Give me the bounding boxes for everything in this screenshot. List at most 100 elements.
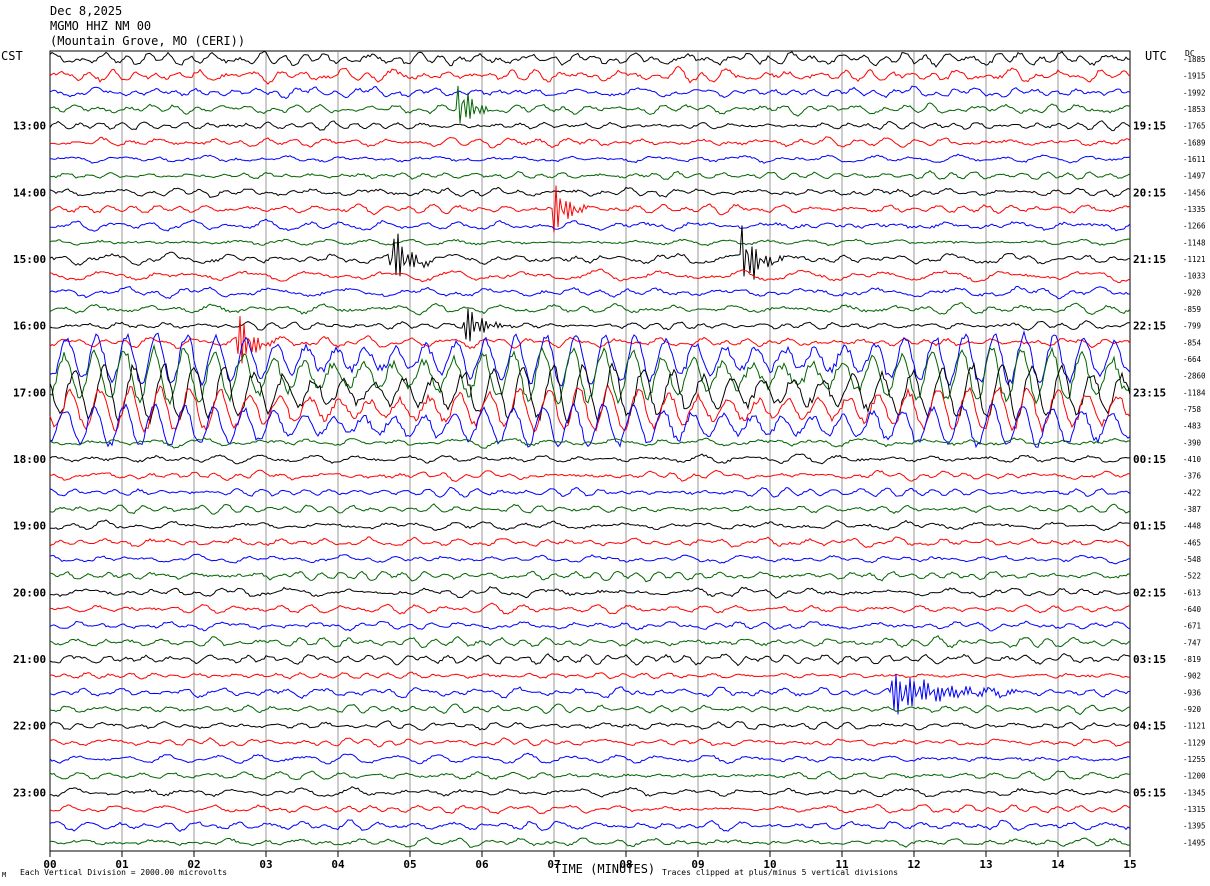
dc-offset-label: -1992 [1183,88,1206,97]
dc-offset-label: -387 [1183,505,1201,514]
dc-offset-label: -1148 [1183,238,1206,247]
left-hour-label: 16:00 [13,320,46,333]
trace-line [49,85,1131,124]
trace-line [49,720,1131,731]
dc-offset-label: -390 [1183,438,1202,447]
trace-line [49,453,1131,465]
trace-line [49,674,1131,715]
dc-offset-label: -548 [1183,555,1202,564]
dc-offset-label: -2860 [1183,372,1206,381]
clip-note: Traces clipped at plus/minus 5 vertical … [662,868,899,877]
x-axis-title: TIME (MINUTES) [554,862,656,876]
x-tick-label: 13 [979,858,992,871]
right-timezone-label: UTC [1145,49,1167,63]
left-hour-label: 23:00 [13,786,46,799]
dc-offset-label: -747 [1183,638,1201,647]
trace-line [49,170,1131,180]
trace-line [49,185,1131,233]
dc-offset-label: -936 [1183,688,1202,697]
trace-line [49,302,1131,316]
trace-line [49,770,1131,781]
left-hour-label: 18:00 [13,453,46,466]
trace-line [49,402,1131,449]
dc-offset-label: -1129 [1183,738,1206,747]
trace-line [49,384,1131,434]
trace-line [49,329,1131,387]
x-tick-label: 07 [547,858,560,871]
dc-offset-label: -640 [1183,605,1202,614]
dc-offset-label: -1497 [1183,172,1206,181]
x-tick-label: 11 [835,858,849,871]
right-hour-label: 03:15 [1133,653,1166,666]
dc-offset-label: -1033 [1183,272,1206,281]
dc-offset-label: -758 [1183,405,1202,414]
trace-line [49,362,1131,425]
trace-line [49,536,1131,548]
left-hour-label: 22:00 [13,720,46,733]
trace-line [49,804,1131,815]
dc-offset-label: -1456 [1183,188,1206,197]
x-tick-label: 01 [115,858,129,871]
dc-offset-label: -410 [1183,455,1202,464]
trace-line [49,486,1131,498]
right-hour-label: 19:15 [1133,120,1166,133]
trace-line [49,671,1131,680]
trace-line [49,653,1131,667]
trace-line [49,819,1131,833]
dc-offset-label: -1121 [1183,722,1206,731]
dc-offset-label: -1315 [1183,805,1206,814]
chart-station: MGMO HHZ NM 00 [50,19,152,33]
x-tick-label: 08 [619,858,632,871]
dc-offset-label: -859 [1183,305,1201,314]
right-hour-label: 04:15 [1133,720,1166,733]
x-tick-label: 05 [403,858,416,871]
right-hour-label: 21:15 [1133,253,1166,266]
x-tick-label: 02 [187,858,200,871]
dc-offset-label: -819 [1183,655,1201,664]
trace-line [50,586,1131,599]
corner-mark: M [2,871,7,879]
dc-offset-label: -613 [1183,588,1201,597]
dc-offset-label: -1121 [1183,255,1206,264]
trace-line [49,837,1131,848]
trace-line [49,268,1131,284]
dc-offset-label: -1184 [1183,388,1206,397]
trace-line [49,437,1131,449]
right-hour-label: 20:15 [1133,186,1166,199]
plot-frame [49,50,1131,852]
left-hour-label: 17:00 [13,386,46,399]
left-hour-label: 20:00 [13,586,46,599]
left-hour-label: 15:00 [13,253,46,266]
dc-offset-label: -483 [1183,422,1201,431]
right-hour-label: 01:15 [1133,520,1166,533]
trace-line [49,225,1131,280]
trace-line [49,218,1131,232]
trace-line [49,469,1131,483]
trace-line [49,85,1131,100]
trace-line [49,752,1131,765]
dc-offset-label: -1611 [1183,155,1206,164]
dc-offset-label: -422 [1183,488,1201,497]
left-hour-label: 21:00 [13,653,46,666]
x-tick-label: 15 [1123,858,1136,871]
trace-line [49,620,1131,632]
right-hour-label: 23:15 [1133,386,1166,399]
x-tick-label: 03 [259,858,272,871]
chart-date: Dec 8,2025 [50,4,123,18]
trace-line [49,737,1131,748]
x-tick-label: 14 [1051,858,1065,871]
dc-offset-label: -376 [1183,472,1202,481]
x-tick-label: 09 [691,858,704,871]
dc-offset-label: -799 [1183,322,1201,331]
trace-line [49,186,1131,198]
dc-offset-label: -1255 [1183,755,1206,764]
trace-line [49,285,1131,300]
trace-line [49,315,1131,364]
dc-offset-label: -522 [1183,572,1201,581]
x-tick-label: 00 [43,858,56,871]
dc-offset-label: -1266 [1183,222,1206,231]
x-tick-label: 06 [475,858,489,871]
right-hour-label: 02:15 [1133,586,1166,599]
dc-offset-label: -1885 [1183,55,1206,64]
right-hour-label: 05:15 [1133,786,1166,799]
